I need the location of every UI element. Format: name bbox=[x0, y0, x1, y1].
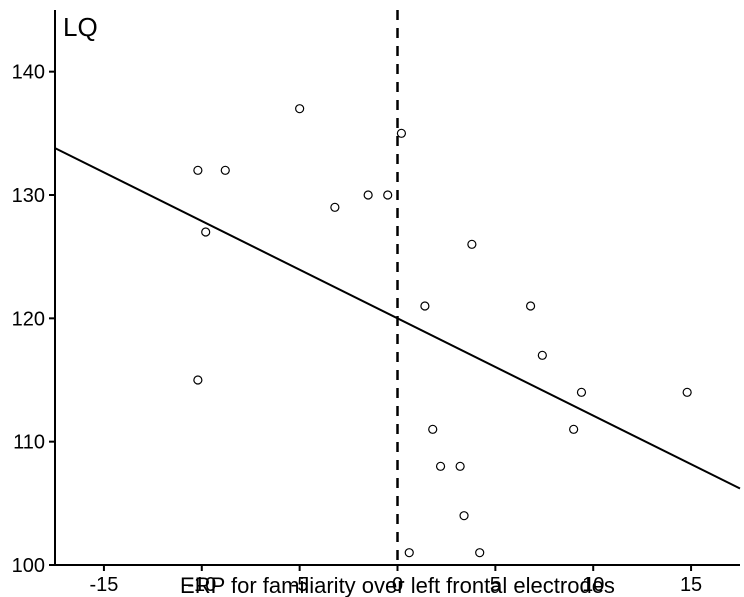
x-tick-label: -15 bbox=[89, 574, 118, 596]
x-tick-label: 15 bbox=[680, 574, 702, 596]
y-tick-label: 120 bbox=[12, 308, 45, 330]
scatter-chart: -15-10-5051015100110120130140ERP for fam… bbox=[0, 0, 744, 597]
y-tick-label: 140 bbox=[12, 62, 45, 84]
y-tick-label: 110 bbox=[13, 432, 45, 454]
x-axis-label: ERP for familiarity over left frontal el… bbox=[180, 573, 615, 597]
y-tick-label: 130 bbox=[12, 185, 45, 207]
y-axis-label: LQ bbox=[63, 12, 98, 42]
y-tick-label: 100 bbox=[12, 555, 45, 577]
